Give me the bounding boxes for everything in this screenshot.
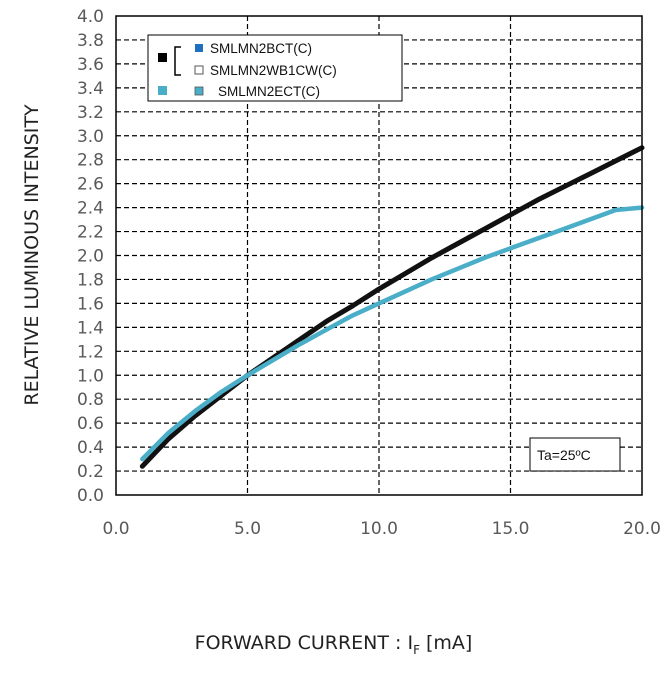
y-axis-title: RELATIVE LUMINOUS INTENSITY (21, 104, 43, 406)
legend: SMLMN2BCT(C) SMLMN2WB1CW(C) SMLMN2ECT(C) (147, 34, 403, 102)
legend-label-ect: SMLMN2ECT(C) (218, 84, 320, 99)
y-tick-label: 3.0 (77, 127, 104, 147)
y-axis-ticks: 0.0 0.2 0.4 0.6 0.8 1.0 1.2 1.4 1.6 1.8 2.0 2.2 2.4 2… (77, 7, 104, 506)
legend-marker-bct (195, 44, 203, 52)
y-tick-label: 1.8 (77, 270, 104, 290)
legend-marker-wb1cw (194, 65, 204, 75)
y-tick-label: 2.4 (77, 199, 104, 219)
x-axis-title-suffix: [mA] (419, 632, 473, 654)
y-tick-label: 1.0 (77, 366, 104, 386)
y-tick-label: 1.4 (77, 318, 104, 338)
legend-marker-ect-group (158, 86, 167, 95)
legend-marker-ect (194, 86, 204, 96)
y-tick-label: 3.6 (77, 55, 104, 75)
x-axis-ticks: 0.0 5.0 10.0 15.0 20.0 (102, 519, 660, 539)
y-tick-label: 0.6 (77, 414, 104, 434)
x-tick-label: 5.0 (234, 519, 261, 539)
temperature-annotation: Ta=25ºC (529, 437, 621, 472)
y-tick-label: 2.2 (77, 223, 104, 243)
y-tick-label: 1.2 (77, 342, 104, 362)
y-tick-label: 4.0 (77, 7, 104, 27)
plot-area-frame (115, 15, 643, 496)
legend-label-wb1cw: SMLMN2WB1CW(C) (210, 63, 337, 78)
series-lines (139, 145, 645, 469)
x-axis-title-subscript: F (413, 642, 420, 657)
series-line-bct-wb1cw (139, 145, 645, 469)
x-axis-title-prefix: FORWARD CURRENT : I (194, 632, 414, 654)
x-tick-label: 10.0 (360, 519, 398, 539)
legend-group-marker (158, 53, 167, 62)
y-tick-label: 0.0 (77, 486, 104, 506)
legend-label-bct: SMLMN2BCT(C) (210, 41, 312, 56)
legend-bracket-icon (174, 46, 181, 76)
x-tick-label: 0.0 (102, 519, 129, 539)
y-tick-label: 2.6 (77, 175, 104, 195)
y-tick-label: 0.4 (77, 438, 104, 458)
legend-box (147, 34, 403, 102)
y-tick-label: 0.8 (77, 390, 104, 410)
annotation-text: Ta=25ºC (537, 447, 591, 463)
series-line-ect (140, 205, 645, 462)
annotation-box (529, 437, 621, 472)
y-tick-label: 2.8 (77, 151, 104, 171)
x-tick-label: 20.0 (623, 519, 661, 539)
y-tick-label: 3.4 (77, 79, 104, 99)
x-axis-title: FORWARD CURRENT : IF [mA] (0, 632, 667, 657)
y-tick-label: 3.2 (77, 103, 104, 123)
y-tick-label: 2.0 (77, 247, 104, 267)
y-tick-label: 1.6 (77, 294, 104, 314)
y-tick-label: 3.8 (77, 31, 104, 51)
y-tick-label: 0.2 (77, 462, 104, 482)
x-tick-label: 15.0 (492, 519, 530, 539)
